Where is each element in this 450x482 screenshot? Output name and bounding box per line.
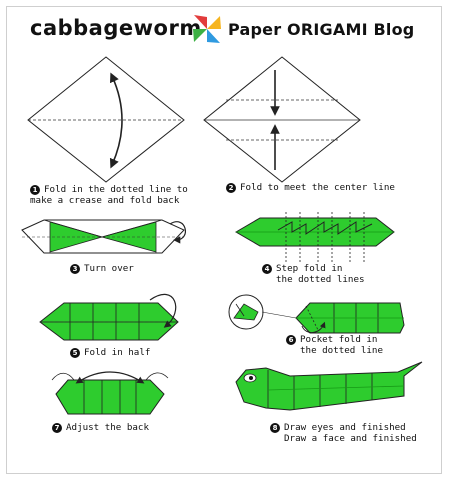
step5-diagram [39,293,179,341]
step1-caption: 1 Fold in the dotted line to make a creas… [30,184,188,206]
step6-diagram [228,294,405,334]
diagram-frame [6,6,442,474]
step3-diagram [21,219,186,254]
brand-name: Paper ORIGAMI Blog [228,19,415,39]
step7-caption: 7 Adjust the back [52,422,149,433]
step8-diagram [235,361,423,411]
brand-logo: Paper ORIGAMI Blog [190,12,414,46]
step4-diagram [235,212,395,262]
step8-caption: 8 Draw eyes and finished Draw a face and … [270,422,417,444]
step1-diagram [27,56,185,183]
step2-caption: 2 Fold to meet the center line [226,182,395,193]
step2-diagram [203,56,361,183]
step3-caption: 3 Turn over [70,263,134,274]
step4-caption: 4 Step fold in the dotted lines [262,263,365,285]
step6-caption: 6 Pocket fold in the dotted line [286,334,383,356]
step5-caption: 5 Fold in half [70,347,150,358]
pinwheel-logo-icon [193,15,221,43]
step7-diagram [51,371,169,415]
page-title: cabbageworm [30,16,202,40]
